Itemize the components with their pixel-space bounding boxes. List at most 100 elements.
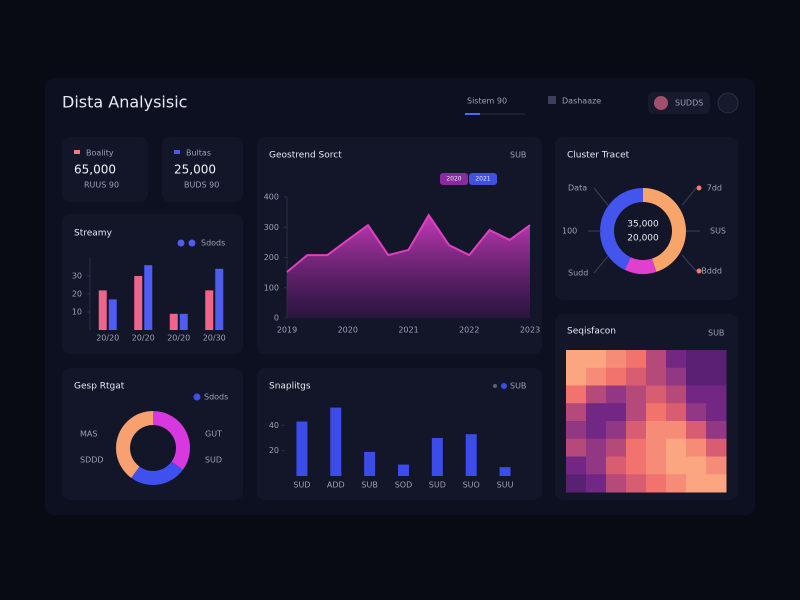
x-tick-label: 20/20 xyxy=(96,334,119,343)
heatmap-cell xyxy=(666,367,687,386)
donut-segment xyxy=(624,257,657,274)
heatmap-cell xyxy=(646,385,667,404)
heatmap-cell xyxy=(586,474,607,493)
legend-dot xyxy=(493,384,497,388)
bar xyxy=(215,268,224,330)
x-tick-label: 2020 xyxy=(338,326,358,335)
heatmap-cell xyxy=(626,403,647,422)
heatmap-cell xyxy=(606,438,627,457)
kpi-label: Boality xyxy=(86,149,114,158)
heatmap-cell xyxy=(646,421,667,440)
filter-button[interactable] xyxy=(440,173,468,185)
x-tick-label: SUU xyxy=(497,481,514,490)
bar xyxy=(169,313,178,330)
donut-label: SUD xyxy=(205,456,222,465)
donut-label: SUS xyxy=(710,227,726,236)
x-tick-label: 2022 xyxy=(459,326,479,335)
heatmap-cell xyxy=(566,367,587,386)
heatmap-cell xyxy=(666,438,687,457)
tab[interactable]: Dashaaze xyxy=(562,97,601,106)
card xyxy=(62,368,243,500)
area-line xyxy=(286,213,531,273)
bar xyxy=(431,438,443,476)
x-tick-label: 20/20 xyxy=(132,334,155,343)
heatmap-cell xyxy=(646,350,667,369)
x-tick-label: 2023 xyxy=(520,326,540,335)
bar xyxy=(108,299,117,330)
bar xyxy=(205,290,214,330)
heatmap-cell xyxy=(606,403,627,422)
filter-button[interactable] xyxy=(469,173,497,185)
leader-line xyxy=(593,187,609,206)
heatmap-cell xyxy=(586,421,607,440)
heatmap-cell xyxy=(626,367,647,386)
y-tick-label: 300 xyxy=(264,223,279,232)
donut-segment xyxy=(600,188,643,270)
user-name: SUDDS xyxy=(675,99,703,108)
card xyxy=(162,137,243,202)
heatmap-cell xyxy=(666,474,687,493)
tab[interactable]: Sistem 90 xyxy=(467,97,507,106)
donut-segment xyxy=(153,411,191,470)
heatmap-cell xyxy=(586,350,607,369)
heatmap-cell xyxy=(606,456,627,475)
card xyxy=(555,137,738,300)
avatar xyxy=(654,96,668,110)
heatmap-cell xyxy=(686,438,707,457)
heatmap-cell xyxy=(626,350,647,369)
heatmap-cell xyxy=(626,456,647,475)
heatmap-cell xyxy=(586,385,607,404)
legend-dot xyxy=(188,239,196,247)
bar xyxy=(144,265,153,330)
donut-segment xyxy=(643,188,686,272)
heatmap-cell xyxy=(706,367,727,386)
legend-label: Sdods xyxy=(204,393,228,402)
heatmap-cell xyxy=(566,350,587,369)
heatmap-cell xyxy=(606,421,627,440)
kpi-icon xyxy=(74,150,80,154)
legend-label: SUB xyxy=(510,382,526,391)
y-tick-label: 30 xyxy=(72,272,82,281)
heatmap-cell xyxy=(626,385,647,404)
bar xyxy=(330,407,342,476)
legend-dot xyxy=(177,239,185,247)
kpi-note: RUUS 90 xyxy=(84,181,119,190)
card xyxy=(62,214,243,354)
heatmap-cell xyxy=(686,367,707,386)
kpi-value: 65,000 xyxy=(74,163,116,177)
tab-icon xyxy=(548,96,556,104)
heatmap-cell xyxy=(566,403,587,422)
heatmap-cell xyxy=(706,438,727,457)
heatmap-cell xyxy=(646,403,667,422)
heatmap-cell xyxy=(626,474,647,493)
heatmap-cell xyxy=(646,474,667,493)
donut-label: Sudd xyxy=(568,269,588,278)
kpi-note: BUDS 90 xyxy=(184,181,219,190)
heatmap-cell xyxy=(686,456,707,475)
heatmap-cell xyxy=(706,403,727,422)
card-note: SUB xyxy=(708,329,724,338)
bar xyxy=(364,451,376,476)
heatmap-cell xyxy=(586,367,607,386)
x-tick-label: 20/30 xyxy=(203,334,226,343)
heatmap-cell xyxy=(646,438,667,457)
heatmap-cell xyxy=(706,456,727,475)
heatmap-cell xyxy=(586,438,607,457)
legend-dot xyxy=(193,393,201,401)
heatmap-cell xyxy=(566,421,587,440)
heatmap-cell xyxy=(566,456,587,475)
leader-line xyxy=(681,187,697,206)
leader-line xyxy=(593,255,609,274)
y-tick-label: 20 xyxy=(269,446,279,455)
x-tick-label: 2019 xyxy=(277,326,297,335)
heatmap-cell xyxy=(686,403,707,422)
x-tick-label: SOD xyxy=(395,481,413,490)
settings-button[interactable] xyxy=(717,92,739,114)
card-title: Snaplitgs xyxy=(269,382,311,392)
donut-segment xyxy=(131,461,183,485)
heatmap-cell xyxy=(606,367,627,386)
heatmap-cell xyxy=(566,474,587,493)
x-tick-label: SUB xyxy=(361,481,377,490)
card xyxy=(62,137,148,202)
heatmap-cell xyxy=(626,421,647,440)
